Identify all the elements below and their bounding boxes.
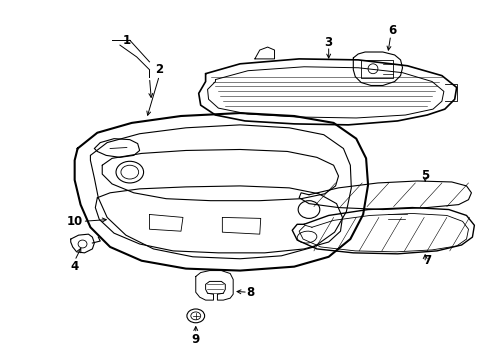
Text: 10: 10 — [66, 215, 82, 228]
Text: 9: 9 — [191, 333, 200, 346]
Text: 6: 6 — [388, 24, 396, 37]
Text: 4: 4 — [70, 260, 79, 273]
Text: 5: 5 — [420, 168, 428, 181]
Text: 7: 7 — [422, 254, 430, 267]
Text: 2: 2 — [155, 63, 163, 76]
Text: 1: 1 — [122, 34, 131, 47]
Text: 8: 8 — [245, 286, 254, 299]
Text: 3: 3 — [324, 36, 332, 49]
